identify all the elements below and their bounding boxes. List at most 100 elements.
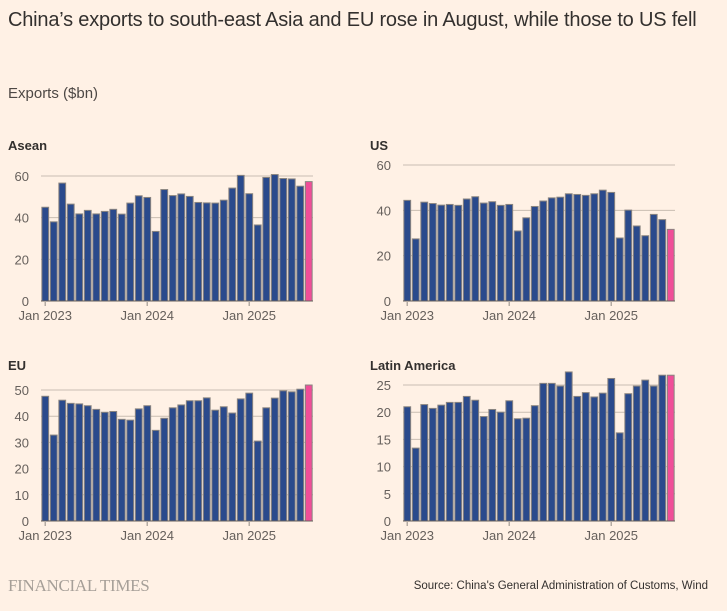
panel-us: US 0 20 40 60 Jan 2023 Jan 2024 Jan 2025 xyxy=(370,138,700,338)
bar xyxy=(522,217,531,302)
x-tick-label: Jan 2024 xyxy=(121,528,175,543)
chart-title: China’s exports to south-east Asia and E… xyxy=(8,9,697,31)
bar xyxy=(624,393,633,522)
bar xyxy=(445,401,454,522)
bar xyxy=(445,203,454,302)
y-tick-label: 0 xyxy=(22,294,29,309)
bar xyxy=(513,230,522,302)
bar xyxy=(168,195,177,302)
bar xyxy=(530,205,539,302)
bar xyxy=(522,417,531,522)
bar xyxy=(296,185,305,302)
bar xyxy=(505,203,514,302)
bar xyxy=(488,408,497,522)
x-tick-label: Jan 2023 xyxy=(19,528,73,543)
bar xyxy=(41,395,50,522)
bar xyxy=(539,200,548,302)
bar xyxy=(296,388,305,522)
bar xyxy=(581,194,590,302)
bar xyxy=(564,371,573,522)
bar xyxy=(556,385,565,522)
bar xyxy=(454,401,463,522)
bar xyxy=(530,405,539,522)
bar xyxy=(454,204,463,302)
panel-title: Latin America xyxy=(370,358,456,373)
bar xyxy=(428,407,437,522)
bar xyxy=(496,204,505,302)
bar xyxy=(573,193,582,302)
bar xyxy=(194,201,203,302)
bar xyxy=(403,406,412,522)
x-tick-label: Jan 2025 xyxy=(223,528,277,543)
bar xyxy=(279,178,288,302)
y-tick-label: 40 xyxy=(15,211,29,226)
bar xyxy=(202,397,211,522)
bar xyxy=(598,392,607,522)
bar xyxy=(462,198,471,302)
bar xyxy=(253,224,262,302)
bar xyxy=(590,193,599,302)
bar xyxy=(109,208,118,302)
bar xyxy=(194,400,203,522)
y-tick-label: 0 xyxy=(384,294,391,309)
bar xyxy=(287,178,296,302)
bar xyxy=(211,202,220,302)
bar xyxy=(219,199,228,302)
y-tick-label: 5 xyxy=(384,487,391,502)
bar xyxy=(177,404,186,522)
bar xyxy=(236,174,245,302)
bar xyxy=(649,385,658,522)
bar xyxy=(479,202,488,302)
bar xyxy=(420,201,429,302)
bar xyxy=(109,410,118,522)
source-note: Source: China's General Administration o… xyxy=(413,580,708,592)
bar xyxy=(488,201,497,302)
bar xyxy=(615,237,624,302)
bar xyxy=(632,385,641,522)
bar xyxy=(598,189,607,302)
x-tick-label: Jan 2023 xyxy=(19,308,73,323)
panel-title: Asean xyxy=(8,138,48,153)
bar xyxy=(75,403,84,522)
y-tick-label: 10 xyxy=(15,488,29,503)
bar xyxy=(143,405,152,522)
bar xyxy=(66,402,75,522)
y-tick-label: 50 xyxy=(15,383,29,398)
panel-title: EU xyxy=(8,358,27,373)
bar xyxy=(66,203,75,302)
bar xyxy=(262,407,271,522)
bar xyxy=(185,195,194,302)
bar xyxy=(607,377,616,522)
bar xyxy=(471,196,480,302)
y-tick-label: 20 xyxy=(15,462,29,477)
bar xyxy=(437,204,446,302)
bar xyxy=(160,189,169,302)
bar-highlight xyxy=(304,181,313,302)
bar xyxy=(58,399,67,522)
bar xyxy=(287,391,296,522)
bar xyxy=(100,411,109,522)
y-tick-label: 20 xyxy=(377,249,391,264)
bar xyxy=(177,193,186,302)
bar xyxy=(151,429,160,522)
bar xyxy=(185,400,194,522)
x-tick-label: Jan 2023 xyxy=(381,308,435,323)
bar xyxy=(624,209,633,302)
bar xyxy=(49,221,58,302)
bar xyxy=(547,197,556,302)
y-tick-label: 15 xyxy=(377,432,391,447)
bar xyxy=(564,193,573,302)
bar xyxy=(75,213,84,302)
x-tick-label: Jan 2025 xyxy=(223,308,277,323)
bar xyxy=(279,390,288,522)
bar xyxy=(228,412,237,522)
chart-subtitle: Exports ($bn) xyxy=(8,85,99,102)
x-tick-label: Jan 2025 xyxy=(585,528,639,543)
bar xyxy=(202,202,211,302)
panel-asean: Asean 0 20 40 60 Jan 2023 Jan 2024 Jan 2025 xyxy=(8,138,338,338)
x-tick-label: Jan 2025 xyxy=(585,308,639,323)
bar xyxy=(411,238,420,302)
bar xyxy=(403,199,412,302)
bar xyxy=(92,408,101,522)
y-tick-label: 30 xyxy=(15,435,29,450)
